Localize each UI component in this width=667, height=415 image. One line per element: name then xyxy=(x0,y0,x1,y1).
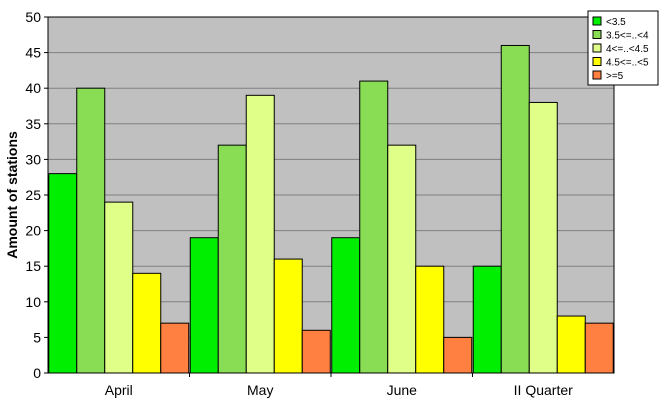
bar xyxy=(500,44,530,374)
bar xyxy=(273,258,303,374)
legend-swatch xyxy=(592,30,602,39)
y-tick-label: 45 xyxy=(25,45,41,61)
bar xyxy=(189,237,219,374)
y-tick-label: 35 xyxy=(25,116,41,132)
y-tick-label: 10 xyxy=(25,294,41,310)
bar xyxy=(443,336,473,374)
bar xyxy=(245,94,275,374)
legend-label: <3.5 xyxy=(606,17,626,28)
legend: <3.5 3.5<=..<4 4<=..<4.5 4.5<=..<5 >=5 xyxy=(587,10,659,86)
y-tick-label: 25 xyxy=(25,187,41,203)
bar xyxy=(528,101,558,374)
y-tick-label: 5 xyxy=(33,329,41,345)
y-tick-label: 40 xyxy=(25,80,41,96)
bar xyxy=(217,144,247,374)
bar xyxy=(48,173,78,374)
bar xyxy=(387,144,417,374)
bar xyxy=(104,201,134,374)
legend-swatch xyxy=(592,70,602,80)
legend-swatch xyxy=(592,57,602,66)
bar-series xyxy=(48,44,614,374)
y-tick-label: 20 xyxy=(25,223,41,239)
bar xyxy=(472,265,502,374)
x-tick-label: II Quarter xyxy=(514,382,573,398)
y-axis-ticks: 0 5 10 15 20 25 30 35 40 45 50 xyxy=(25,9,48,381)
legend-swatch xyxy=(592,43,602,53)
legend-label: >=5 xyxy=(606,71,624,82)
bar xyxy=(132,272,162,374)
legend-swatch xyxy=(592,16,602,26)
bar xyxy=(359,80,389,374)
x-tick-label: May xyxy=(247,382,273,398)
legend-label: 4<=..<4.5 xyxy=(606,44,649,55)
y-tick-label: 50 xyxy=(25,9,41,25)
bar xyxy=(584,322,614,374)
y-axis-title: Amount of stations xyxy=(4,131,20,259)
bar xyxy=(331,237,361,374)
legend-label: 4.5<=..<5 xyxy=(606,58,649,69)
y-tick-label: 0 xyxy=(33,365,41,381)
bar xyxy=(415,265,445,374)
legend-label: 3.5<=..<4 xyxy=(606,31,649,42)
bar xyxy=(76,87,106,374)
x-tick-label: June xyxy=(387,382,418,398)
bar xyxy=(556,315,586,374)
bar xyxy=(301,329,331,374)
y-tick-label: 15 xyxy=(25,258,41,274)
y-tick-label: 30 xyxy=(25,151,41,167)
x-axis-ticks: April May June II Quarter xyxy=(105,373,573,398)
bar xyxy=(160,322,190,374)
x-tick-label: April xyxy=(105,382,133,398)
